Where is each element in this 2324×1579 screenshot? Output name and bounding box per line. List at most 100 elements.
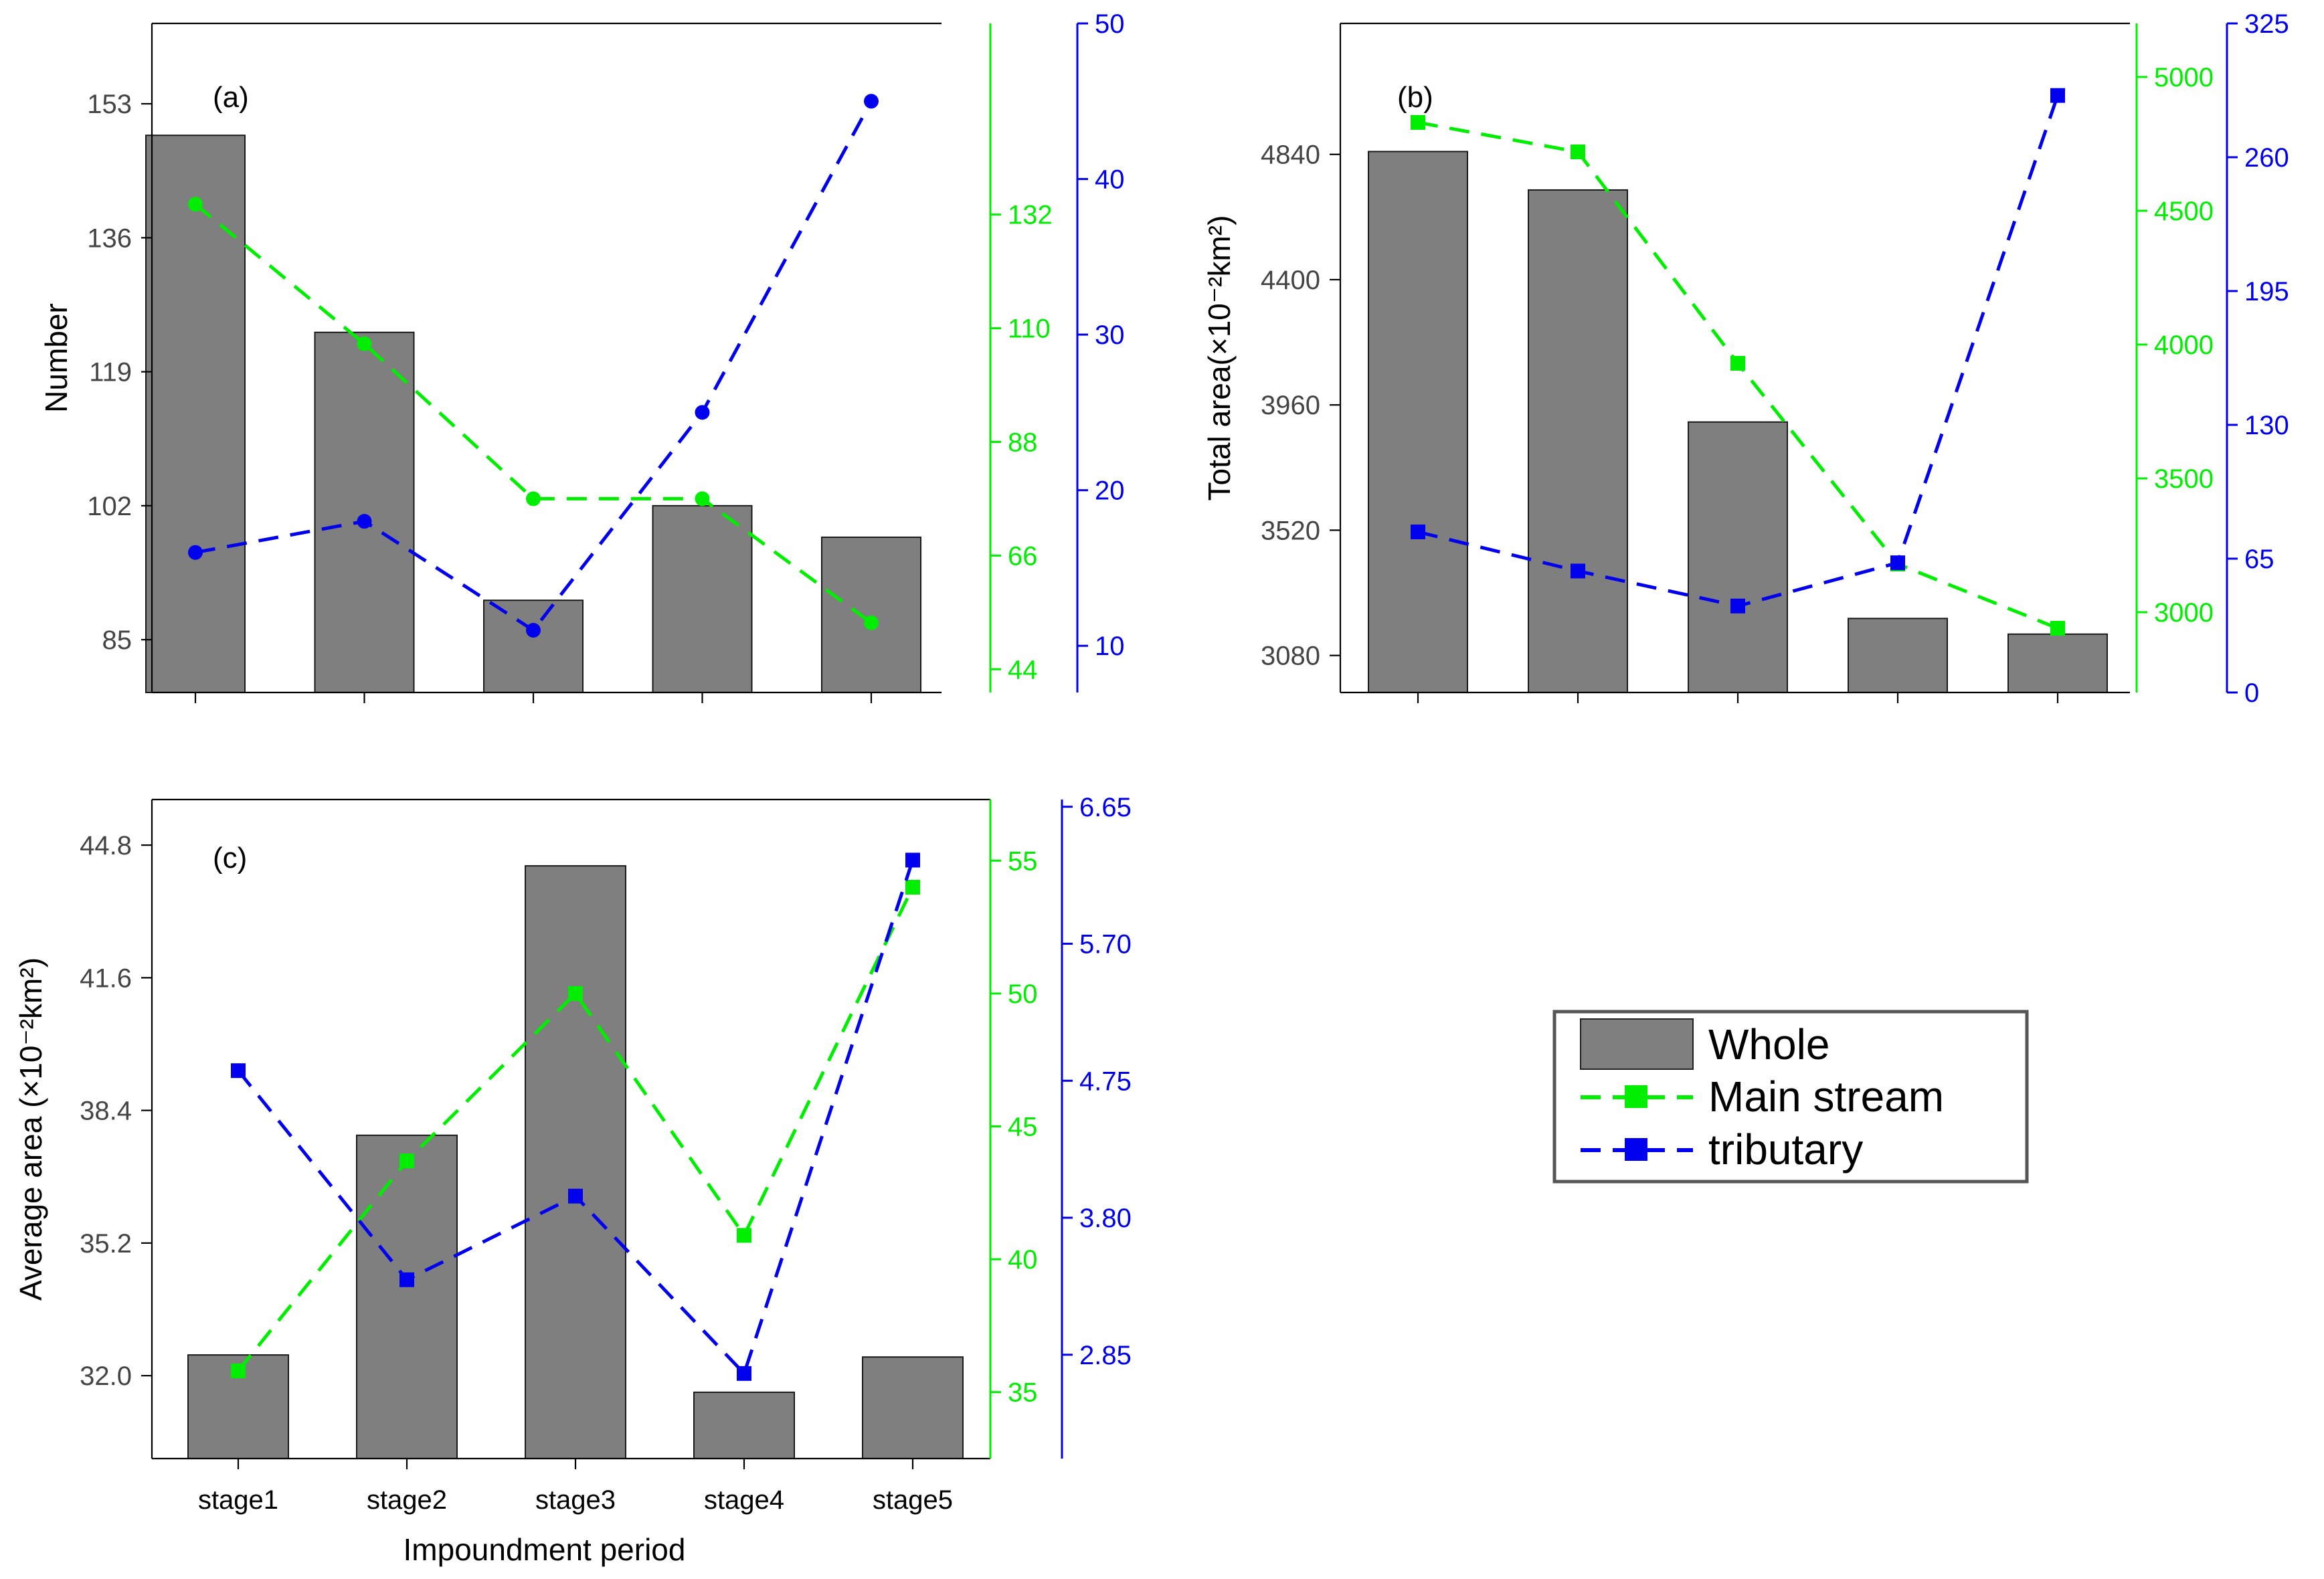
point-main-stage4 — [695, 491, 710, 506]
x-axis-title: Impoundment period — [404, 1532, 686, 1567]
point-main-stage2 — [399, 1153, 414, 1169]
point-trib-stage1 — [188, 545, 203, 560]
left-tick-label: 38.4 — [80, 1097, 132, 1126]
left-tick-label: 4840 — [1261, 141, 1320, 170]
point-main-stage3 — [568, 986, 583, 1001]
x-tick-label: stage5 — [873, 1485, 953, 1515]
point-trib-stage3 — [526, 622, 541, 638]
left-tick-label: 3080 — [1261, 642, 1320, 671]
blue-tick-label: 130 — [2244, 411, 2289, 440]
x-tick-label: stage4 — [704, 1485, 784, 1515]
blue-tick-label: 2.85 — [1079, 1341, 1132, 1370]
point-trib-stage3 — [1730, 598, 1745, 614]
green-tick-label: 3000 — [2154, 598, 2214, 628]
point-trib-stage2 — [357, 514, 372, 529]
point-main-stage1 — [1411, 115, 1425, 130]
blue-tick-label: 4.75 — [1079, 1066, 1132, 1096]
left-tick-label: 153 — [87, 90, 132, 119]
bar-stage4 — [652, 504, 753, 694]
bar-stage5 — [862, 1356, 964, 1459]
point-main-stage1 — [231, 1363, 246, 1378]
point-trib-stage2 — [399, 1272, 414, 1287]
panel-a: 85 102 119 136 153 Number 44 66 88 110 132 10 20 30 40… — [39, 9, 1125, 703]
blue-tick-label: 260 — [2244, 143, 2289, 173]
left-tick-label: 32.0 — [80, 1362, 132, 1391]
bar-stage3 — [483, 599, 584, 693]
legend: Whole Main stream tributary — [1552, 1010, 2029, 1184]
panels: 85 102 119 136 153 Number 44 66 88 110 132 10 20 30 40… — [13, 9, 2289, 1567]
bar-stage5 — [2007, 633, 2108, 693]
green-tick-label: 44 — [1008, 655, 1038, 684]
left-tick-label: 44.8 — [80, 831, 132, 860]
green-tick-label: 45 — [1008, 1113, 1038, 1142]
legend-marker-main — [1625, 1085, 1647, 1108]
point-main-stage4 — [737, 1228, 751, 1243]
bar-stage3 — [525, 865, 626, 1459]
green-tick-label: 55 — [1008, 846, 1038, 876]
blue-tick-label: 50 — [1095, 9, 1125, 39]
bar-stage3 — [1688, 421, 1788, 693]
point-trib-stage4 — [695, 405, 710, 420]
point-trib-stage4 — [737, 1366, 751, 1381]
left-tick-label: 136 — [87, 223, 132, 253]
green-tick-label: 132 — [1008, 201, 1053, 230]
legend-label-main: Main stream — [1708, 1073, 1944, 1121]
blue-tick-label: 195 — [2244, 277, 2289, 306]
blue-tick-label: 30 — [1095, 320, 1125, 350]
green-tick-label: 40 — [1008, 1245, 1038, 1275]
green-tick-label: 88 — [1008, 428, 1038, 457]
left-tick-label: 85 — [102, 626, 132, 655]
bar-stage1 — [1368, 151, 1468, 693]
green-tick-label: 110 — [1008, 314, 1051, 344]
blue-tick-label: 20 — [1095, 476, 1125, 506]
panel-label: (c) — [213, 842, 247, 874]
green-tick-label: 66 — [1008, 541, 1038, 571]
point-main-stage2 — [357, 336, 372, 351]
blue-tick-label: 6.65 — [1079, 793, 1132, 822]
green-tick-label: 50 — [1008, 980, 1038, 1009]
left-tick-label: 35.2 — [80, 1229, 132, 1259]
green-tick-label: 35 — [1008, 1378, 1038, 1408]
point-main-stage3 — [1730, 356, 1745, 371]
panel-c: stage1 stage2 stage3 stage4 stage5 Impoundmen… — [13, 793, 1132, 1567]
left-tick-label: 3960 — [1261, 391, 1320, 420]
green-tick-label: 5000 — [2154, 63, 2214, 92]
bar-stage4 — [693, 1391, 795, 1460]
blue-tick-label: 0 — [2244, 678, 2259, 708]
legend-label-whole: Whole — [1708, 1020, 1829, 1069]
left-tick-label: 3520 — [1261, 516, 1320, 545]
left-tick-label: 41.6 — [80, 963, 132, 993]
left-tick-label: 102 — [87, 492, 132, 521]
x-tick-label: stage2 — [367, 1485, 447, 1515]
bar-stage2 — [1528, 189, 1628, 693]
point-trib-stage1 — [1411, 525, 1425, 539]
bar-stage1 — [145, 134, 246, 693]
legend-marker-trib — [1625, 1138, 1647, 1161]
left-axis-title: Average area (×10⁻²km²) — [13, 957, 48, 1301]
blue-tick-label: 325 — [2244, 9, 2289, 39]
blue-tick-label: 5.70 — [1079, 930, 1132, 959]
green-tick-label: 4500 — [2154, 197, 2214, 226]
blue-tick-label: 65 — [2244, 545, 2274, 574]
point-trib-stage5 — [864, 94, 879, 109]
left-tick-label: 4400 — [1261, 266, 1320, 295]
left-axis-title: Number — [39, 303, 74, 413]
point-trib-stage3 — [568, 1188, 583, 1204]
blue-tick-label: 10 — [1095, 632, 1125, 661]
green-tick-label: 3500 — [2154, 464, 2214, 494]
point-trib-stage5 — [905, 852, 920, 868]
point-trib-stage4 — [1890, 555, 1905, 571]
left-tick-label: 119 — [89, 358, 132, 387]
bar-stage4 — [1848, 618, 1948, 693]
point-main-stage5 — [2050, 621, 2065, 636]
panel-b: 3080 3520 3960 4400 4840 Total area(×10⁻²km²)… — [1202, 9, 2289, 708]
legend-swatch-whole — [1580, 1018, 1694, 1070]
bar-stage2 — [314, 331, 415, 693]
x-tick-label: stage3 — [535, 1485, 616, 1515]
left-axis-title: Total area(×10⁻²km²) — [1202, 215, 1237, 501]
bar-stage5 — [821, 536, 921, 693]
point-main-stage2 — [1571, 145, 1585, 159]
